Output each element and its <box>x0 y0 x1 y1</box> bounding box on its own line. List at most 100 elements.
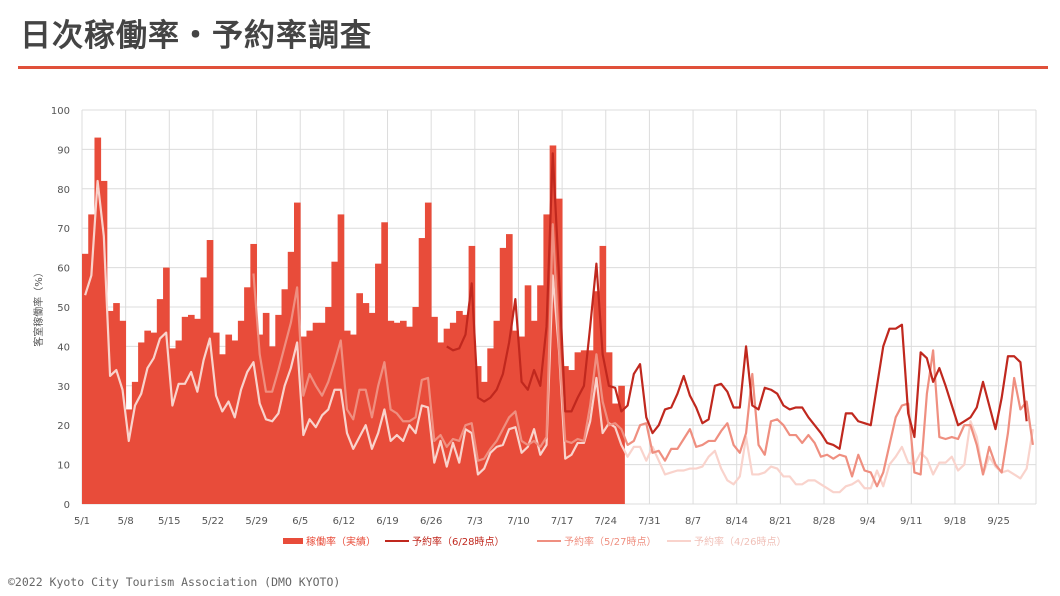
y-tick-label: 70 <box>57 224 70 235</box>
x-tick-label: 7/3 <box>467 516 483 527</box>
y-tick-label: 100 <box>51 106 70 117</box>
bar-5-19 <box>194 318 201 504</box>
y-tick-label: 60 <box>57 264 70 275</box>
y-axis-label: 客室稼働率（%） <box>32 267 45 347</box>
legend-item: 予約率（5/27時点） <box>537 533 656 548</box>
legend-item: 稼働率（実績） <box>283 533 376 548</box>
legend-item: 予約率（6/28時点） <box>385 533 504 548</box>
bar-5-18 <box>188 314 195 504</box>
bar-6-22 <box>406 326 413 504</box>
x-tick-label: 7/17 <box>551 516 573 527</box>
bar-5-27 <box>244 287 251 504</box>
x-tick-label: 7/24 <box>595 516 617 527</box>
bar-6-7 <box>312 322 320 504</box>
bar-5-26 <box>237 320 245 504</box>
bar-5-24 <box>225 334 233 504</box>
bar-6-29 <box>449 322 457 504</box>
bar-7-12 <box>530 320 538 504</box>
bar-5-11 <box>144 330 151 504</box>
bar-6-11 <box>337 214 345 504</box>
x-tick-label: 5/15 <box>158 516 180 527</box>
bar-7-19 <box>574 352 582 504</box>
x-tick-label: 8/28 <box>813 516 835 527</box>
bar-5-4 <box>100 180 108 505</box>
bar-5-1 <box>82 253 89 504</box>
bar-7-24 <box>605 352 613 504</box>
legend-swatch <box>537 539 561 542</box>
x-tick-label: 5/8 <box>118 516 134 527</box>
x-tick-label: 6/19 <box>376 516 398 527</box>
bar-6-3 <box>287 251 295 504</box>
bar-7-6 <box>493 320 501 504</box>
bar-5-16 <box>175 340 183 504</box>
legend-swatch <box>385 539 409 542</box>
bar-5-15 <box>169 348 176 504</box>
x-tick-label: 7/10 <box>507 516 529 527</box>
y-tick-label: 10 <box>57 461 70 472</box>
y-tick-label: 50 <box>57 303 70 314</box>
bar-7-5 <box>487 348 494 504</box>
bar-6-10 <box>331 261 339 504</box>
bar-6-23 <box>412 307 420 504</box>
bar-6-28 <box>443 328 451 504</box>
bar-6-21 <box>400 320 407 504</box>
x-tick-label: 9/11 <box>900 516 922 527</box>
series-line <box>446 152 1028 450</box>
bar-5-7 <box>119 320 127 504</box>
x-tick-label: 5/29 <box>245 516 267 527</box>
bar-5-9 <box>131 381 139 504</box>
legend-label: 予約率（4/26時点） <box>694 537 787 548</box>
bar-6-25 <box>424 202 432 504</box>
legend-label: 予約率（5/27時点） <box>564 537 657 548</box>
x-tick-label: 5/22 <box>202 516 224 527</box>
bar-5-10 <box>138 342 145 504</box>
bar-6-8 <box>318 322 326 504</box>
y-tick-label: 80 <box>57 185 70 196</box>
x-tick-label: 7/31 <box>638 516 660 527</box>
bar-7-4 <box>481 381 488 504</box>
bar-5-12 <box>150 332 158 504</box>
legend-item: 予約率（4/26時点） <box>667 533 786 548</box>
bar-6-5 <box>300 336 307 504</box>
bar-6-12 <box>343 330 351 504</box>
bar-6-15 <box>362 303 370 504</box>
y-tick-label: 0 <box>64 500 70 511</box>
bar-6-6 <box>306 330 314 504</box>
bar-6-2 <box>281 289 289 504</box>
bar-7-10 <box>518 336 526 504</box>
bar-7-21 <box>587 350 594 504</box>
bar-5-2 <box>88 214 95 504</box>
bar-7-25 <box>612 403 619 504</box>
page-title: 日次稼働率・予約率調査 <box>20 18 372 54</box>
x-tick-label: 8/14 <box>725 516 747 527</box>
x-tick-label: 9/4 <box>860 516 876 527</box>
bar-7-15 <box>549 145 557 504</box>
bar-6-26 <box>431 316 438 504</box>
y-tick-label: 40 <box>57 342 70 353</box>
bar-7-8 <box>506 234 513 505</box>
bar-7-22 <box>593 291 600 504</box>
bar-6-19 <box>387 320 395 504</box>
bar-7-14 <box>543 214 551 504</box>
bar-7-3 <box>474 366 482 504</box>
bar-7-23 <box>599 245 607 504</box>
bar-7-13 <box>537 285 544 504</box>
bar-5-20 <box>200 277 208 504</box>
y-tick-label: 20 <box>57 421 70 432</box>
bar-5-8 <box>125 409 133 504</box>
legend-swatch <box>667 539 691 542</box>
bar-7-20 <box>580 350 588 504</box>
bar-6-14 <box>356 293 363 504</box>
x-tick-label: 6/5 <box>292 516 308 527</box>
bar-7-1 <box>462 314 469 504</box>
x-tick-label: 6/12 <box>333 516 355 527</box>
bar-6-27 <box>437 342 445 504</box>
bar-7-2 <box>468 245 476 504</box>
copyright-footer: ©2022 Kyoto City Tourism Association (DM… <box>8 575 341 589</box>
bar-6-30 <box>456 310 463 504</box>
title-divider <box>18 66 1048 69</box>
series-line <box>252 223 1034 488</box>
bar-6-24 <box>418 238 426 505</box>
legend-label: 予約率（6/28時点） <box>412 537 505 548</box>
